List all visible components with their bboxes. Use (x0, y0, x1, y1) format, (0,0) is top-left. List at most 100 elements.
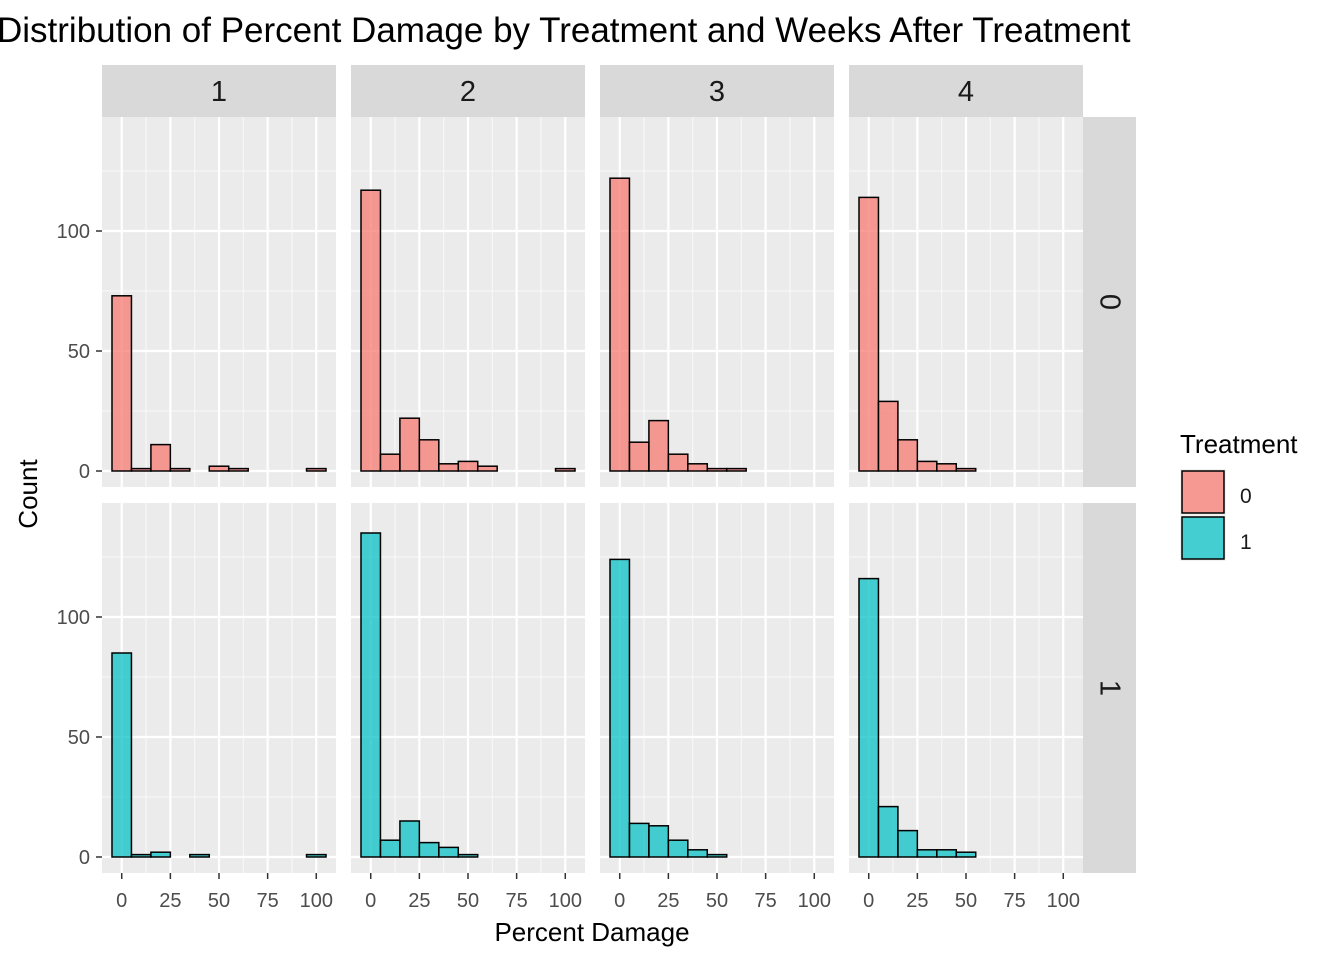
histogram-bar (379, 839, 401, 858)
facet-strip-label-col-4: 4 (958, 76, 974, 108)
y-tick-label: 50 (68, 341, 90, 363)
histogram-bar (706, 467, 728, 472)
histogram-bar (609, 558, 631, 858)
histogram-bar (360, 189, 382, 472)
histogram-bar (111, 295, 133, 472)
histogram-bar (667, 839, 689, 858)
x-axis-title: Percent Damage (494, 917, 689, 947)
histogram-bar (476, 465, 498, 472)
x-tick-label: 25 (657, 890, 679, 912)
histogram-bar (189, 853, 211, 858)
x-tick-label: 25 (159, 890, 181, 912)
histogram-bar (208, 465, 230, 472)
histogram-bar (955, 467, 977, 472)
legend-label-0: 0 (1240, 485, 1252, 508)
histogram-bar (360, 532, 382, 858)
x-tick-label: 75 (755, 890, 777, 912)
x-tick-label: 50 (208, 890, 230, 912)
histogram-bar (130, 467, 152, 472)
histogram-bar (130, 853, 152, 858)
facet-strip-label-col-2: 2 (460, 76, 476, 108)
legend-label-1: 1 (1240, 531, 1252, 554)
histogram-bar (554, 467, 576, 472)
x-tick-label: 100 (300, 890, 333, 912)
histogram-bar (150, 851, 172, 858)
histogram-bar (916, 849, 938, 858)
histogram-bar (169, 467, 191, 472)
histogram-bar (227, 467, 249, 472)
histogram-bar (418, 439, 440, 472)
facet-strip-row-1 (1083, 503, 1136, 873)
facet-strip-row-0 (1083, 117, 1136, 487)
panel-row-0-col-2 (351, 117, 585, 487)
x-tick-label: 0 (116, 890, 127, 912)
panel-row-1-col-3 (600, 503, 834, 873)
chart-title: Distribution of Percent Damage by Treatm… (0, 11, 1131, 50)
facet-strip-label-col-1: 1 (211, 76, 227, 108)
x-tick-label: 0 (863, 890, 874, 912)
x-tick-label: 75 (506, 890, 528, 912)
histogram-bar (877, 400, 899, 472)
histogram-bar (648, 419, 670, 472)
facet-strip-label-row-1: 1 (1094, 680, 1126, 696)
x-tick-label: 50 (706, 890, 728, 912)
histogram-bar (648, 825, 670, 858)
histogram-bar (457, 460, 479, 472)
histogram-bar (438, 463, 460, 472)
histogram-bar (955, 851, 977, 858)
histogram-bar (305, 853, 327, 858)
histogram-bar (609, 177, 631, 472)
legend-title: Treatment (1180, 429, 1298, 459)
panel-row-1-col-1 (102, 503, 336, 873)
x-tick-label: 50 (457, 890, 479, 912)
y-tick-label: 0 (79, 461, 90, 483)
x-tick-label: 100 (1047, 890, 1080, 912)
x-axis-labels: 0 25 50 75 100 0 25 50 75 100 0 25 50 75 100 0 25 50 75 100 (116, 873, 1080, 912)
x-tick-label: 75 (1004, 890, 1026, 912)
facet-strip-col-4 (849, 65, 1083, 117)
histogram-bar (725, 467, 747, 472)
histogram-bar (858, 196, 880, 472)
histogram-bar (111, 652, 133, 858)
histogram-bar (706, 853, 728, 858)
y-tick-label: 0 (79, 847, 90, 869)
histogram-bar (916, 460, 938, 472)
x-tick-label: 50 (955, 890, 977, 912)
x-tick-label: 75 (257, 890, 279, 912)
histogram-bar (418, 841, 440, 858)
histogram-bar (150, 443, 172, 472)
histogram-bar (399, 820, 421, 858)
histogram-bar (897, 439, 919, 472)
histogram-bar (379, 453, 401, 472)
facet-strip-col-3 (600, 65, 834, 117)
histogram-bar (687, 849, 709, 858)
histogram-bar (936, 849, 958, 858)
panel-row-1-col-4 (849, 503, 1083, 873)
legend-swatch-1 (1181, 516, 1225, 560)
histogram-bar (628, 822, 650, 858)
histogram-bar (457, 853, 479, 858)
panel-row-0-col-4 (849, 117, 1083, 487)
histogram-bar (667, 453, 689, 472)
x-tick-label: 25 (408, 890, 430, 912)
facet-strip-col-1 (102, 65, 336, 117)
y-axis-labels: 0 50 100 0 50 100 (57, 221, 102, 869)
x-tick-label: 100 (798, 890, 831, 912)
y-axis-title: Count (13, 459, 43, 529)
legend: Treatment 0 1 (1180, 429, 1298, 561)
panel-row-0-col-3 (600, 117, 834, 487)
histogram-bar (438, 846, 460, 858)
facet-strip-label-col-3: 3 (709, 76, 725, 108)
y-tick-label: 100 (57, 221, 90, 243)
histogram-bar (877, 805, 899, 858)
x-tick-label: 0 (614, 890, 625, 912)
histogram-bar (858, 577, 880, 858)
histogram-bar (399, 417, 421, 472)
panels-layer: 1 2 3 4 0 1 (102, 65, 1136, 873)
y-tick-label: 50 (68, 727, 90, 749)
x-tick-label: 100 (549, 890, 582, 912)
histogram-bar (628, 441, 650, 472)
y-tick-label: 100 (57, 607, 90, 629)
histogram-bar (687, 463, 709, 472)
